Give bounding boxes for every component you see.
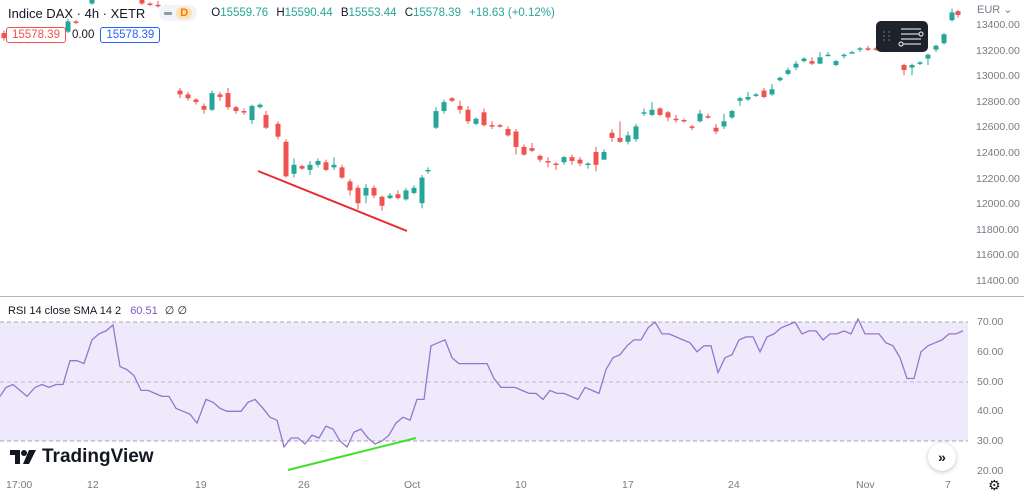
time-tick: 10 [515, 479, 527, 491]
rsi-tick: 50.00 [977, 375, 1004, 388]
rsi-label[interactable]: RSI 14 close SMA 14 2 [8, 305, 122, 317]
settings-overlay-button[interactable] [876, 21, 928, 52]
time-tick: 24 [728, 479, 740, 491]
rsi-line [0, 317, 964, 449]
price-tick: 13400.00 [976, 19, 1020, 31]
price-tick: 12200.00 [976, 172, 1020, 185]
price-tick: 11600.00 [976, 249, 1020, 262]
low-label: B [340, 7, 349, 19]
tradingview-logo-icon [10, 450, 36, 464]
close-label: C [404, 7, 413, 19]
rsi-tick: 60.00 [977, 345, 1004, 358]
buy-button[interactable]: 15578.39 [100, 27, 161, 43]
bullish-trendline[interactable] [287, 437, 417, 471]
price-tick: 12000.00 [976, 198, 1020, 211]
double-chevron-right-icon: » [938, 449, 946, 465]
rsi-na-2: ∅ [177, 305, 188, 317]
price-tick: 11400.00 [976, 275, 1020, 287]
time-tick: Nov [856, 479, 875, 491]
time-tick: 17:00 [6, 479, 33, 491]
price-tick: 13000.00 [976, 70, 1020, 83]
chevron-down-icon: ⌄ [1003, 4, 1013, 16]
high-value: 15590.44 [284, 7, 333, 19]
delayed-badge: D [176, 7, 193, 19]
gear-icon: ⚙ [988, 477, 1001, 493]
price-tick: 12800.00 [976, 95, 1020, 108]
time-tick: 26 [298, 479, 310, 491]
time-tick: 19 [195, 479, 207, 491]
rsi-tick: 70.00 [977, 316, 1004, 328]
rsi-value: 60.51 [130, 305, 158, 317]
bearish-trendline[interactable] [257, 170, 408, 232]
spread-value: 0.00 [71, 29, 95, 41]
rsi-tick: 30.00 [977, 435, 1004, 448]
time-tick: 7 [945, 479, 951, 491]
scroll-to-realtime-button[interactable]: » [928, 443, 956, 471]
candlestick-series [1, 0, 961, 211]
symbol-legend: Indice DAX · 4h · XETR D O15559.76 H1559… [8, 5, 560, 21]
brand-name: TradingView [42, 446, 154, 467]
interval-pill[interactable]: D [159, 5, 198, 21]
change-value: +18.63 (+0.12%) [469, 7, 555, 19]
time-tick: 17 [622, 479, 634, 491]
ohlc-values: O15559.76 H15590.44 B15553.44 C15578.39 … [211, 7, 560, 19]
time-tick: 12 [87, 479, 99, 491]
rsi-tick: 40.00 [977, 405, 1004, 418]
rsi-na-1: ∅ [164, 305, 175, 317]
sell-button[interactable]: 15578.39 [6, 27, 66, 43]
rsi-tick: 20.00 [977, 465, 1004, 477]
close-value: 15578.39 [413, 7, 461, 19]
price-tick: 12600.00 [976, 121, 1020, 134]
open-label: O [211, 7, 221, 19]
chart-settings-button[interactable]: ⚙ [988, 477, 1001, 494]
open-value: 15559.76 [220, 7, 269, 19]
time-tick: Oct [404, 479, 421, 491]
price-tick: 13200.00 [976, 44, 1020, 57]
trade-buttons: 15578.39 0.00 15578.39 [6, 27, 161, 43]
symbol-title[interactable]: Indice DAX · 4h · XETR [8, 5, 146, 21]
minimize-icon [164, 11, 173, 15]
price-tick: 12400.00 [976, 147, 1020, 159]
high-label: H [276, 7, 285, 19]
currency-label: EUR [977, 4, 1001, 16]
tradingview-logo[interactable]: TradingView [10, 446, 154, 468]
sliders-icon [883, 28, 924, 47]
rsi-legend: RSI 14 close SMA 14 2 60.51 ∅ ∅ [8, 304, 187, 317]
price-tick: 11800.00 [976, 223, 1020, 236]
low-value: 15553.44 [348, 7, 397, 19]
currency-selector[interactable]: EUR ⌄ [977, 3, 1013, 16]
